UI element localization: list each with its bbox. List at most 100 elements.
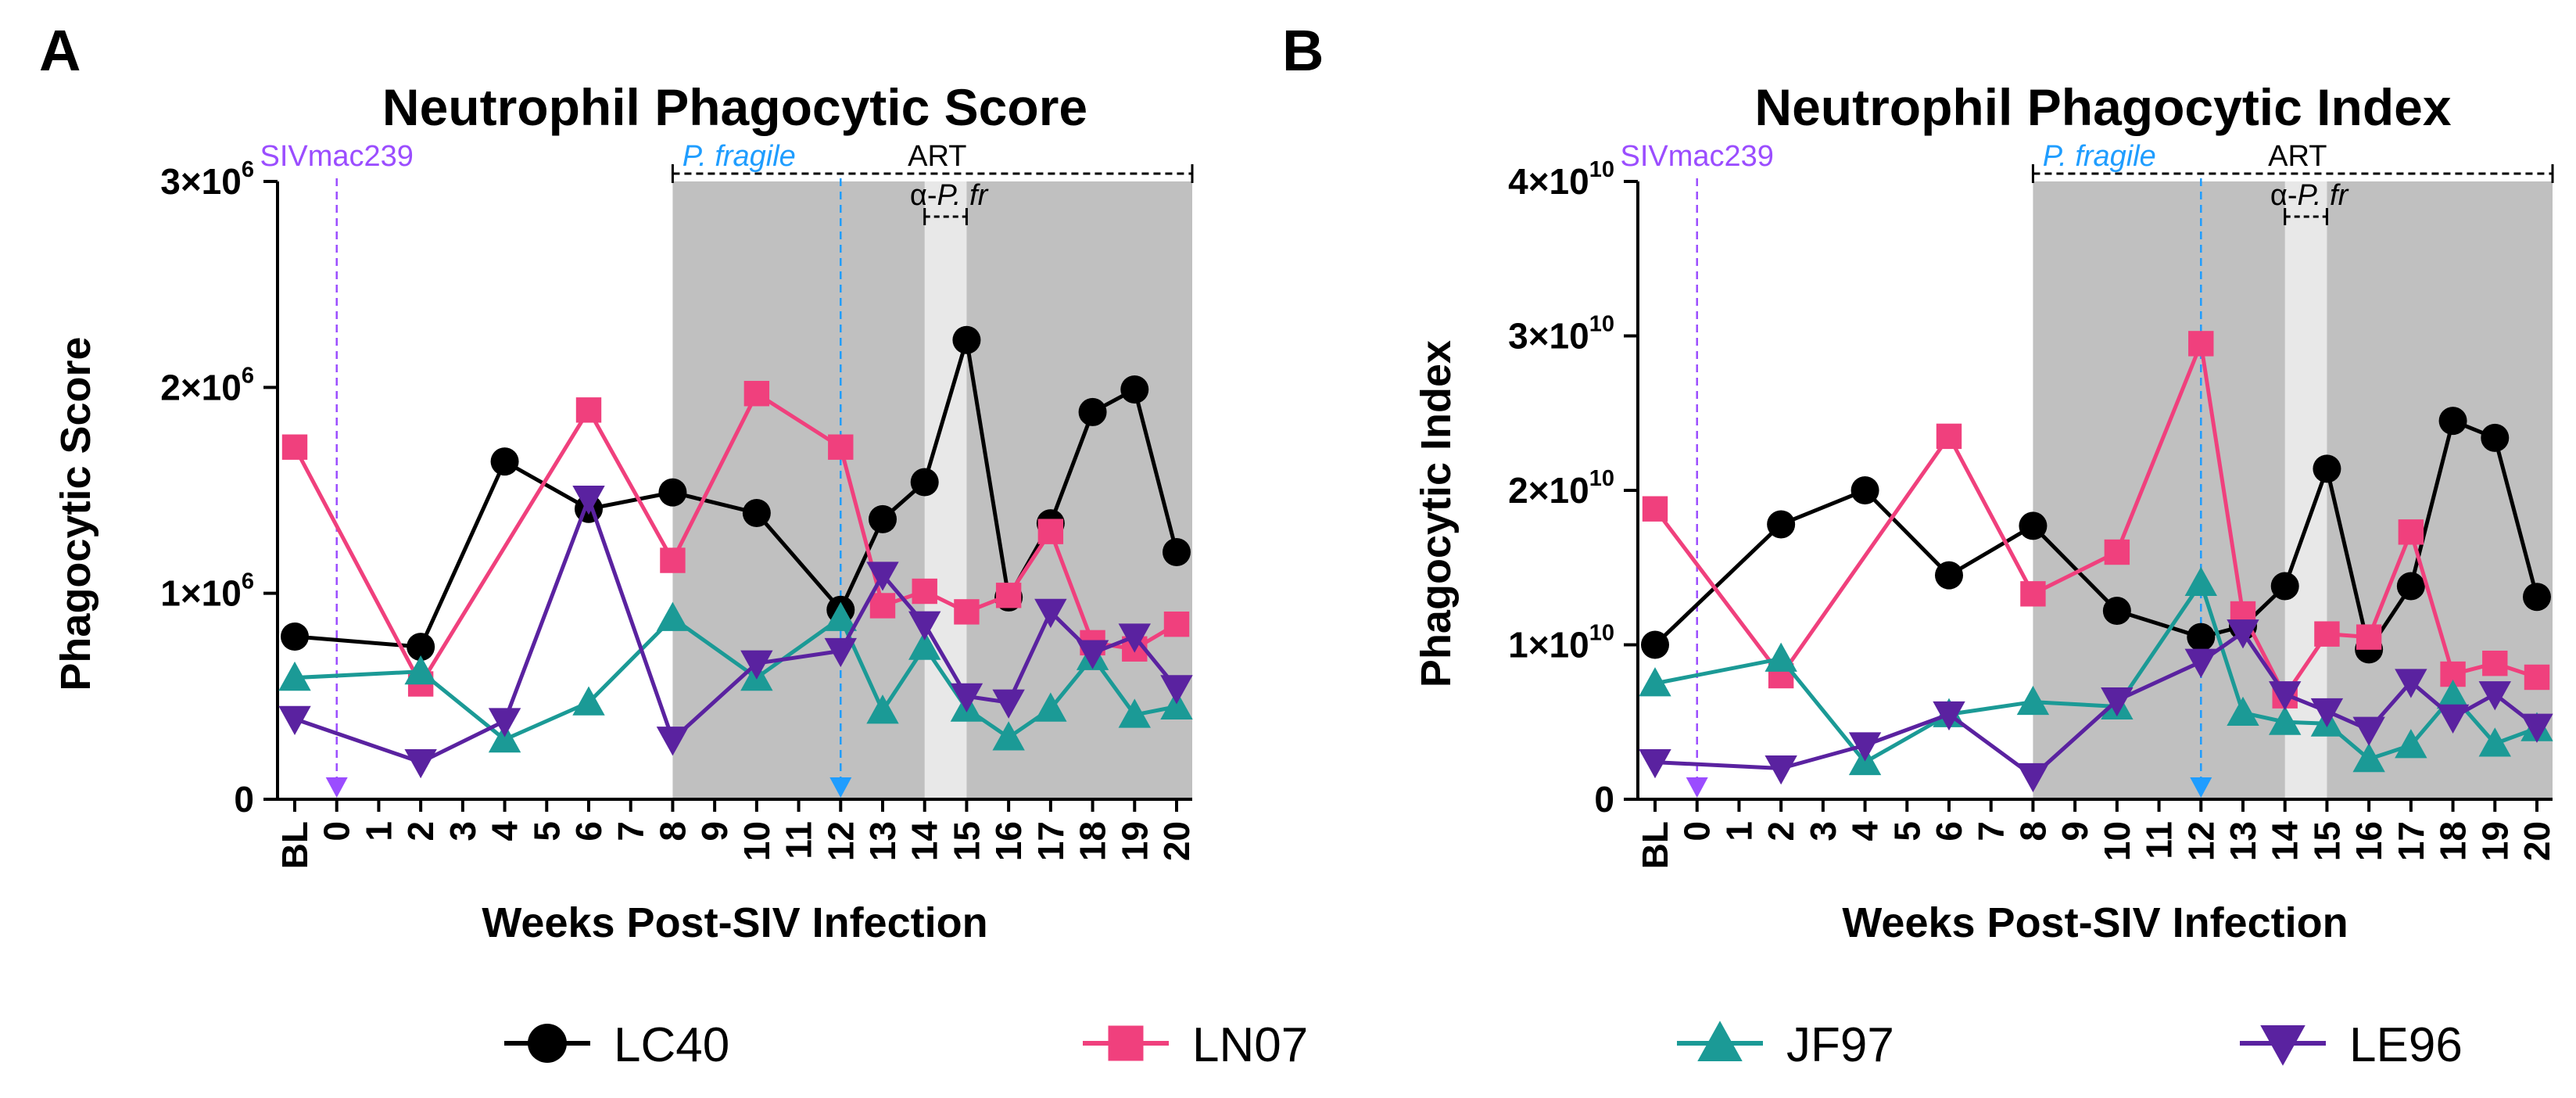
data-point: [2396, 572, 2425, 601]
x-tick-label: 11: [779, 821, 819, 859]
alpha-label: α-P. fr: [910, 179, 989, 212]
data-point: [1765, 642, 1797, 672]
data-point: [2482, 651, 2508, 676]
data-point: [2436, 704, 2470, 734]
x-tick-label: 17: [1030, 821, 1071, 861]
legend-triangle-down-icon: [2260, 1025, 2306, 1066]
x-tick-label: 20: [1156, 821, 1197, 861]
data-point: [2438, 407, 2467, 436]
data-point: [1935, 561, 1963, 590]
x-tick-label: 6: [1929, 821, 1969, 841]
data-point: [950, 683, 983, 713]
data-point: [910, 468, 939, 497]
data-point: [656, 601, 690, 631]
x-tick-label: 17: [2391, 821, 2431, 861]
x-tick-label: 12: [2180, 821, 2221, 861]
x-tick-label: 11: [2139, 821, 2180, 859]
data-point: [281, 434, 308, 460]
pf-label: P. fragile: [2043, 140, 2156, 173]
data-point: [488, 708, 521, 737]
data-point: [908, 630, 941, 660]
art-label: ART: [908, 140, 966, 173]
series-line: [1653, 341, 2538, 698]
x-tick-label: 18: [2433, 821, 2474, 861]
data-point: [572, 485, 605, 515]
x-tick-label: 0: [1677, 821, 1718, 841]
data-point: [660, 547, 686, 573]
data-point: [742, 498, 771, 527]
data-point: [2436, 679, 2470, 709]
data-point: [278, 705, 311, 735]
x-tick-label: 9: [2055, 821, 2095, 841]
data-point: [1118, 698, 1151, 728]
data-point: [1765, 755, 1797, 785]
x-tick-label: 10: [2097, 821, 2137, 861]
data-point: [2187, 623, 2216, 651]
data-point: [1933, 701, 1965, 731]
x-tick-label: 5: [526, 821, 567, 841]
data-point: [1163, 538, 1191, 566]
data-point: [1078, 397, 1107, 426]
data-point: [2395, 729, 2427, 759]
data-point: [1850, 476, 1879, 504]
alpha-label: α-P. fr: [2270, 179, 2349, 212]
data-point: [824, 637, 857, 668]
x-tick-label: 13: [862, 821, 903, 861]
siv-arrow-icon: [1686, 777, 1708, 798]
data-point: [912, 578, 937, 605]
x-tick-label: 4: [1845, 821, 1886, 841]
x-tick-label: 16: [988, 821, 1029, 861]
siv-label: SIVmac239: [1620, 140, 1773, 173]
data-point: [866, 562, 899, 591]
data-point: [743, 381, 770, 407]
data-point: [2184, 648, 2217, 678]
data-point: [2523, 583, 2551, 612]
y-axis-label: Phagocytic Score: [52, 336, 99, 691]
data-point: [1076, 640, 1109, 669]
data-point: [404, 655, 437, 685]
chart-title: Neutrophil Phagocytic Score: [382, 78, 1087, 136]
data-point: [954, 599, 980, 625]
y-tick-label: 1×1010: [1508, 621, 1614, 666]
data-point: [824, 601, 857, 631]
data-point: [2356, 624, 2382, 650]
siv-arrow-icon: [325, 777, 348, 798]
data-point: [1034, 692, 1067, 722]
x-tick-label: 16: [2348, 821, 2389, 861]
data-point: [407, 633, 435, 662]
data-point: [404, 749, 437, 779]
x-tick-label: 3: [442, 821, 483, 841]
x-tick-label: 12: [820, 821, 861, 861]
data-point: [1034, 598, 1067, 629]
x-tick-label: 20: [2517, 821, 2557, 861]
data-point: [2478, 681, 2511, 711]
data-point: [995, 583, 1022, 608]
x-tick-label: 0: [317, 821, 357, 841]
data-point: [2395, 669, 2427, 698]
x-tick-label: 3: [1803, 821, 1843, 841]
data-point: [2524, 664, 2550, 691]
x-tick-label: 15: [946, 821, 987, 861]
data-point: [2019, 511, 2048, 540]
pf-arrow-icon: [829, 777, 852, 798]
data-point: [2313, 454, 2341, 483]
y-tick-label: 2×1010: [1508, 466, 1614, 511]
y-tick-label: 2×106: [160, 363, 254, 407]
data-point: [2314, 621, 2340, 647]
data-point: [2227, 696, 2259, 726]
data-point: [2398, 519, 2424, 545]
x-tick-label: 1: [358, 821, 399, 841]
data-point: [952, 325, 981, 354]
panel-letter: B: [1282, 18, 1324, 83]
chart-title: Neutrophil Phagocytic Index: [1754, 78, 2451, 136]
x-tick-label: 14: [905, 821, 945, 862]
data-point: [575, 397, 602, 423]
data-point: [1118, 623, 1151, 653]
legend-label: LN07: [1192, 1018, 1308, 1072]
data-point: [2270, 572, 2299, 601]
data-point: [828, 434, 854, 460]
data-point: [2188, 331, 2214, 357]
data-point: [572, 686, 605, 716]
x-axis-label: Weeks Post-SIV Infection: [1842, 899, 2348, 946]
